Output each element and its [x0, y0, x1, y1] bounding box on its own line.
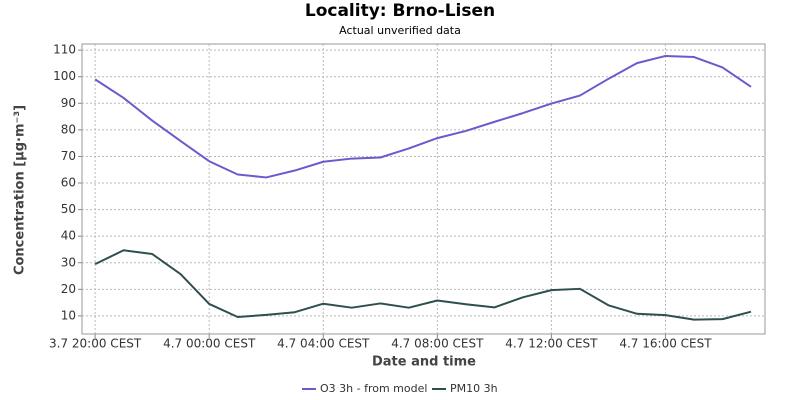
y-tick-label: 110: [53, 43, 76, 57]
chart-subtitle: Actual unverified data: [339, 24, 461, 37]
y-axis-label: Concentration [µg·m⁻³]: [13, 105, 28, 275]
y-tick-label: 60: [61, 176, 76, 190]
legend-label: O3 3h - from model: [320, 382, 427, 395]
legend-label: PM10 3h: [450, 382, 498, 395]
x-tick-label: 4.7 08:00 CEST: [391, 337, 484, 351]
x-tick-label: 4.7 12:00 CEST: [505, 337, 598, 351]
series-line: [94, 249, 752, 321]
y-tick-label: 100: [53, 69, 76, 83]
y-tick-label: 50: [61, 202, 76, 216]
y-tick-label: 90: [61, 96, 76, 110]
x-tick-label: 4.7 04:00 CEST: [277, 337, 370, 351]
x-axis-label: Date and time: [372, 355, 476, 370]
y-tick-label: 40: [61, 229, 76, 243]
x-tick-label: 4.7 16:00 CEST: [619, 337, 712, 351]
series-line: [94, 54, 752, 179]
y-tick-label: 30: [61, 255, 76, 269]
x-tick-label: 3.7 20:00 CEST: [49, 337, 142, 351]
x-tick-label: 4.7 00:00 CEST: [163, 337, 256, 351]
plot-area: [81, 43, 766, 335]
chart-title: Locality: Brno-Lisen: [305, 1, 495, 21]
y-tick-label: 20: [61, 282, 76, 296]
y-tick-label: 80: [61, 122, 76, 136]
y-tick-label: 70: [61, 149, 76, 163]
y-tick-label: 10: [61, 308, 76, 322]
